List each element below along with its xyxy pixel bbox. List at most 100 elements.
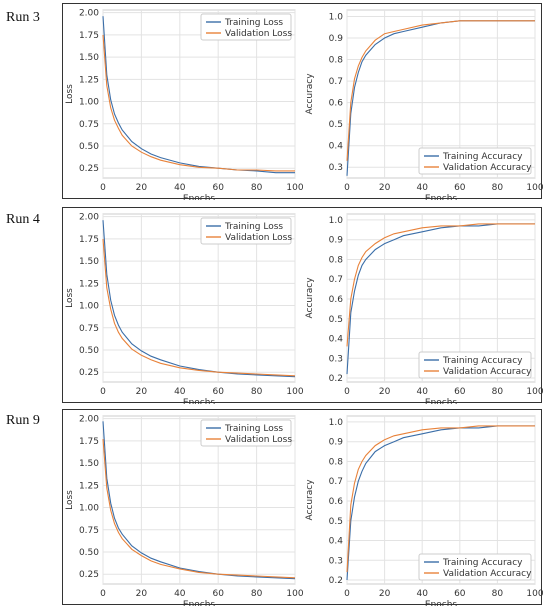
x-tick-label: 80 xyxy=(492,387,504,397)
x-tick-label: 0 xyxy=(344,589,350,599)
x-tick-label: 0 xyxy=(100,183,106,193)
series-line xyxy=(346,223,535,375)
legend-box xyxy=(418,553,532,581)
run-label: Run 4 xyxy=(6,212,40,227)
y-tick-label: 1.0 xyxy=(329,216,344,226)
x-tick-label: 0 xyxy=(344,387,350,397)
y-tick-label: 1.00 xyxy=(79,504,99,514)
run-panel: 2.00 1.75 1.50 1.25 1.00 0.75 0.50 0.25 0 20 40 60 8… xyxy=(62,409,543,606)
x-tick-label: 20 xyxy=(379,387,391,397)
y-tick-label: 0.5 xyxy=(329,120,343,130)
y-tick-label: 0.3 xyxy=(329,556,343,566)
legend-entry: Training Loss xyxy=(224,18,283,28)
x-tick-label: 40 xyxy=(416,183,428,193)
series-line xyxy=(102,34,295,172)
x-tick-label: 60 xyxy=(454,387,466,397)
run-label: Run 9 xyxy=(6,413,40,428)
y-tick-label: 0.2 xyxy=(329,374,343,384)
y-tick-label: 1.00 xyxy=(79,98,99,108)
legend-entry: Training Accuracy xyxy=(442,356,523,366)
y-tick-label: 0.4 xyxy=(329,537,344,547)
x-tick-label: 80 xyxy=(251,387,263,397)
loss-chart: 2.00 1.75 1.50 1.25 1.00 0.75 0.50 0.250 20 40 60 8… xyxy=(65,9,303,200)
series-line xyxy=(346,20,535,161)
x-tick-label: 20 xyxy=(136,387,148,397)
y-tick-label: 0.25 xyxy=(79,570,99,580)
y-tick-label: 0.50 xyxy=(79,548,99,558)
legend-box xyxy=(200,217,292,245)
y-tick-label: 1.50 xyxy=(79,257,99,267)
y-tick-label: 0.7 xyxy=(329,275,343,285)
y-tick-label: 0.9 xyxy=(329,438,344,448)
y-tick-label: 0.6 xyxy=(329,497,344,507)
y-tick-label: 2.00 xyxy=(79,9,99,19)
series-line xyxy=(346,223,535,347)
y-tick-label: 0.3 xyxy=(329,354,343,364)
x-tick-label: 60 xyxy=(454,589,466,599)
y-tick-label: 1.25 xyxy=(79,75,99,85)
y-tick-label: 0.50 xyxy=(79,346,99,356)
y-tick-label: 0.8 xyxy=(329,255,344,265)
y-tick-label: 1.25 xyxy=(79,481,99,491)
y-tick-label: 0.5 xyxy=(329,517,343,527)
legend-entry: Validation Accuracy xyxy=(443,569,532,579)
legend-entry: Validation Loss xyxy=(225,233,292,243)
y-tick-label: 1.50 xyxy=(79,53,99,63)
y-tick-label: 1.75 xyxy=(79,437,99,447)
y-tick-label: 1.0 xyxy=(329,12,344,22)
y-axis-label: Accuracy xyxy=(305,277,315,319)
legend-box xyxy=(418,351,532,379)
y-tick-label: 0.6 xyxy=(329,99,344,109)
x-tick-label: 80 xyxy=(492,183,504,193)
x-tick-label: 0 xyxy=(344,183,350,193)
legend-entry: Training Loss xyxy=(224,424,283,434)
x-tick-label: 80 xyxy=(251,589,263,599)
accuracy-chart: 1.0 0.9 0.8 0.7 0.6 0.5 0.4 0.30 20 40 60 80 100 Epoc… xyxy=(305,9,543,200)
legend-entry: Validation Loss xyxy=(225,435,292,445)
y-tick-label: 0.8 xyxy=(329,457,344,467)
x-tick-label: 100 xyxy=(526,387,543,397)
y-tick-label: 0.25 xyxy=(79,164,99,174)
y-tick-label: 1.50 xyxy=(79,459,99,469)
x-tick-label: 20 xyxy=(379,589,391,599)
y-tick-label: 0.6 xyxy=(329,295,344,305)
x-tick-label: 100 xyxy=(526,589,543,599)
legend-entry: Training Accuracy xyxy=(442,152,523,162)
y-tick-label: 1.00 xyxy=(79,302,99,312)
x-axis-label: Epochs xyxy=(425,398,458,404)
legend-entry: Validation Accuracy xyxy=(443,163,532,173)
x-axis-label: Epochs xyxy=(183,600,216,606)
series-line xyxy=(346,425,535,581)
series-line xyxy=(102,220,296,378)
y-tick-label: 0.4 xyxy=(329,335,344,345)
loss-chart: 2.00 1.75 1.50 1.25 1.00 0.75 0.50 0.250 20 40 60 8… xyxy=(65,213,303,404)
y-tick-label: 1.0 xyxy=(329,418,344,428)
accuracy-chart: 1.0 0.9 0.8 0.7 0.6 0.5 0.4 0.3 0.20 20 40 60 80 100 E… xyxy=(305,415,543,606)
run-panel: 2.00 1.75 1.50 1.25 1.00 0.75 0.50 0.25 0 20 40 60 8… xyxy=(62,207,543,404)
x-tick-label: 60 xyxy=(454,183,466,193)
accuracy-chart: 1.0 0.9 0.8 0.7 0.6 0.5 0.4 0.3 0.20 20 40 60 80 100 E… xyxy=(305,213,543,404)
y-tick-label: 0.75 xyxy=(79,120,99,130)
x-tick-label: 100 xyxy=(286,183,303,193)
x-axis-label: Epochs xyxy=(183,398,216,404)
y-axis-label: Loss xyxy=(65,490,75,510)
y-tick-label: 0.9 xyxy=(329,34,344,44)
x-tick-label: 40 xyxy=(174,387,186,397)
x-tick-label: 100 xyxy=(526,183,543,193)
x-tick-label: 0 xyxy=(100,589,106,599)
legend-entry: Training Loss xyxy=(224,222,283,232)
x-tick-label: 40 xyxy=(416,589,428,599)
y-tick-label: 0.8 xyxy=(329,56,344,66)
x-tick-label: 80 xyxy=(492,589,504,599)
legend-entry: Training Accuracy xyxy=(442,558,523,568)
x-tick-label: 40 xyxy=(174,589,186,599)
x-tick-label: 20 xyxy=(136,183,148,193)
y-tick-label: 1.25 xyxy=(79,279,99,289)
series-line xyxy=(102,439,296,579)
x-tick-label: 100 xyxy=(286,589,303,599)
y-tick-label: 0.25 xyxy=(79,368,99,378)
